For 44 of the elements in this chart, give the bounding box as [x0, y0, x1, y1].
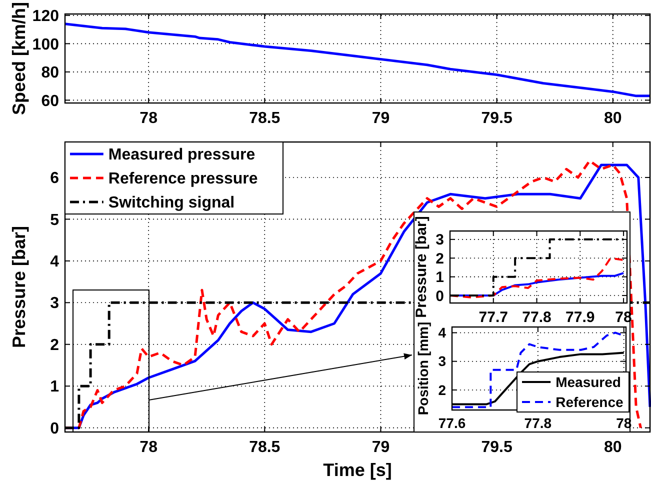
- y-tick-label: 1: [436, 269, 444, 286]
- y-axis-title: Pressure [bar]: [9, 226, 29, 348]
- y-tick-label: 4: [438, 324, 446, 341]
- y-tick-label: 3: [50, 295, 60, 312]
- x-axis-title: Time [s]: [323, 460, 392, 480]
- y-tick-label: 3: [436, 232, 444, 249]
- y-tick-label: 120: [32, 8, 60, 26]
- x-tick-label: 78.5: [249, 110, 280, 127]
- legend-label: Reference pressure: [108, 170, 258, 188]
- line-series: [64, 22, 651, 98]
- legend-label: Switching signal: [108, 194, 235, 212]
- y-tick-label: 60: [41, 92, 60, 110]
- x-tick-label: 80: [604, 439, 622, 456]
- x-tick-label: 80: [604, 110, 622, 127]
- legend-label: Measured: [556, 374, 621, 390]
- y-axis-title: Speed [km/h]: [9, 2, 29, 116]
- x-tick-label: 79.5: [481, 439, 512, 456]
- y-axis-title: Pressure [bar]: [413, 216, 430, 318]
- x-tick-label: 79: [372, 439, 390, 456]
- y-tick-label: 4: [50, 254, 60, 271]
- y-tick-label: 3: [438, 353, 446, 370]
- y-tick-label: 0: [436, 288, 444, 305]
- x-tick-label: 77.8: [524, 415, 552, 431]
- y-tick-label: 0: [50, 420, 60, 438]
- y-tick-label: 2: [436, 250, 444, 268]
- y-tick-label: 100: [32, 36, 60, 54]
- y-axis-title: Position [mm]: [415, 322, 431, 416]
- y-tick-label: 1: [50, 378, 60, 396]
- legend-label: Reference: [556, 394, 624, 410]
- x-tick-label: 79.5: [481, 110, 512, 127]
- x-tick-label: 78: [140, 439, 158, 456]
- legend-label: Measured pressure: [108, 146, 256, 164]
- x-tick-label: 77.8: [522, 309, 552, 326]
- x-tick-label: 78: [140, 110, 158, 127]
- x-tick-label: 77.9: [566, 309, 595, 326]
- y-tick-label: 80: [41, 64, 60, 82]
- x-tick-label: 77.7: [478, 309, 508, 326]
- y-tick-label: 5: [50, 212, 60, 229]
- x-tick-label: 78.5: [249, 439, 280, 456]
- x-tick-label: 79: [372, 110, 390, 127]
- y-tick-label: 6: [50, 170, 60, 188]
- x-tick-label: 77.6: [438, 415, 466, 431]
- y-tick-label: 2: [438, 382, 446, 398]
- y-tick-label: 2: [50, 336, 60, 354]
